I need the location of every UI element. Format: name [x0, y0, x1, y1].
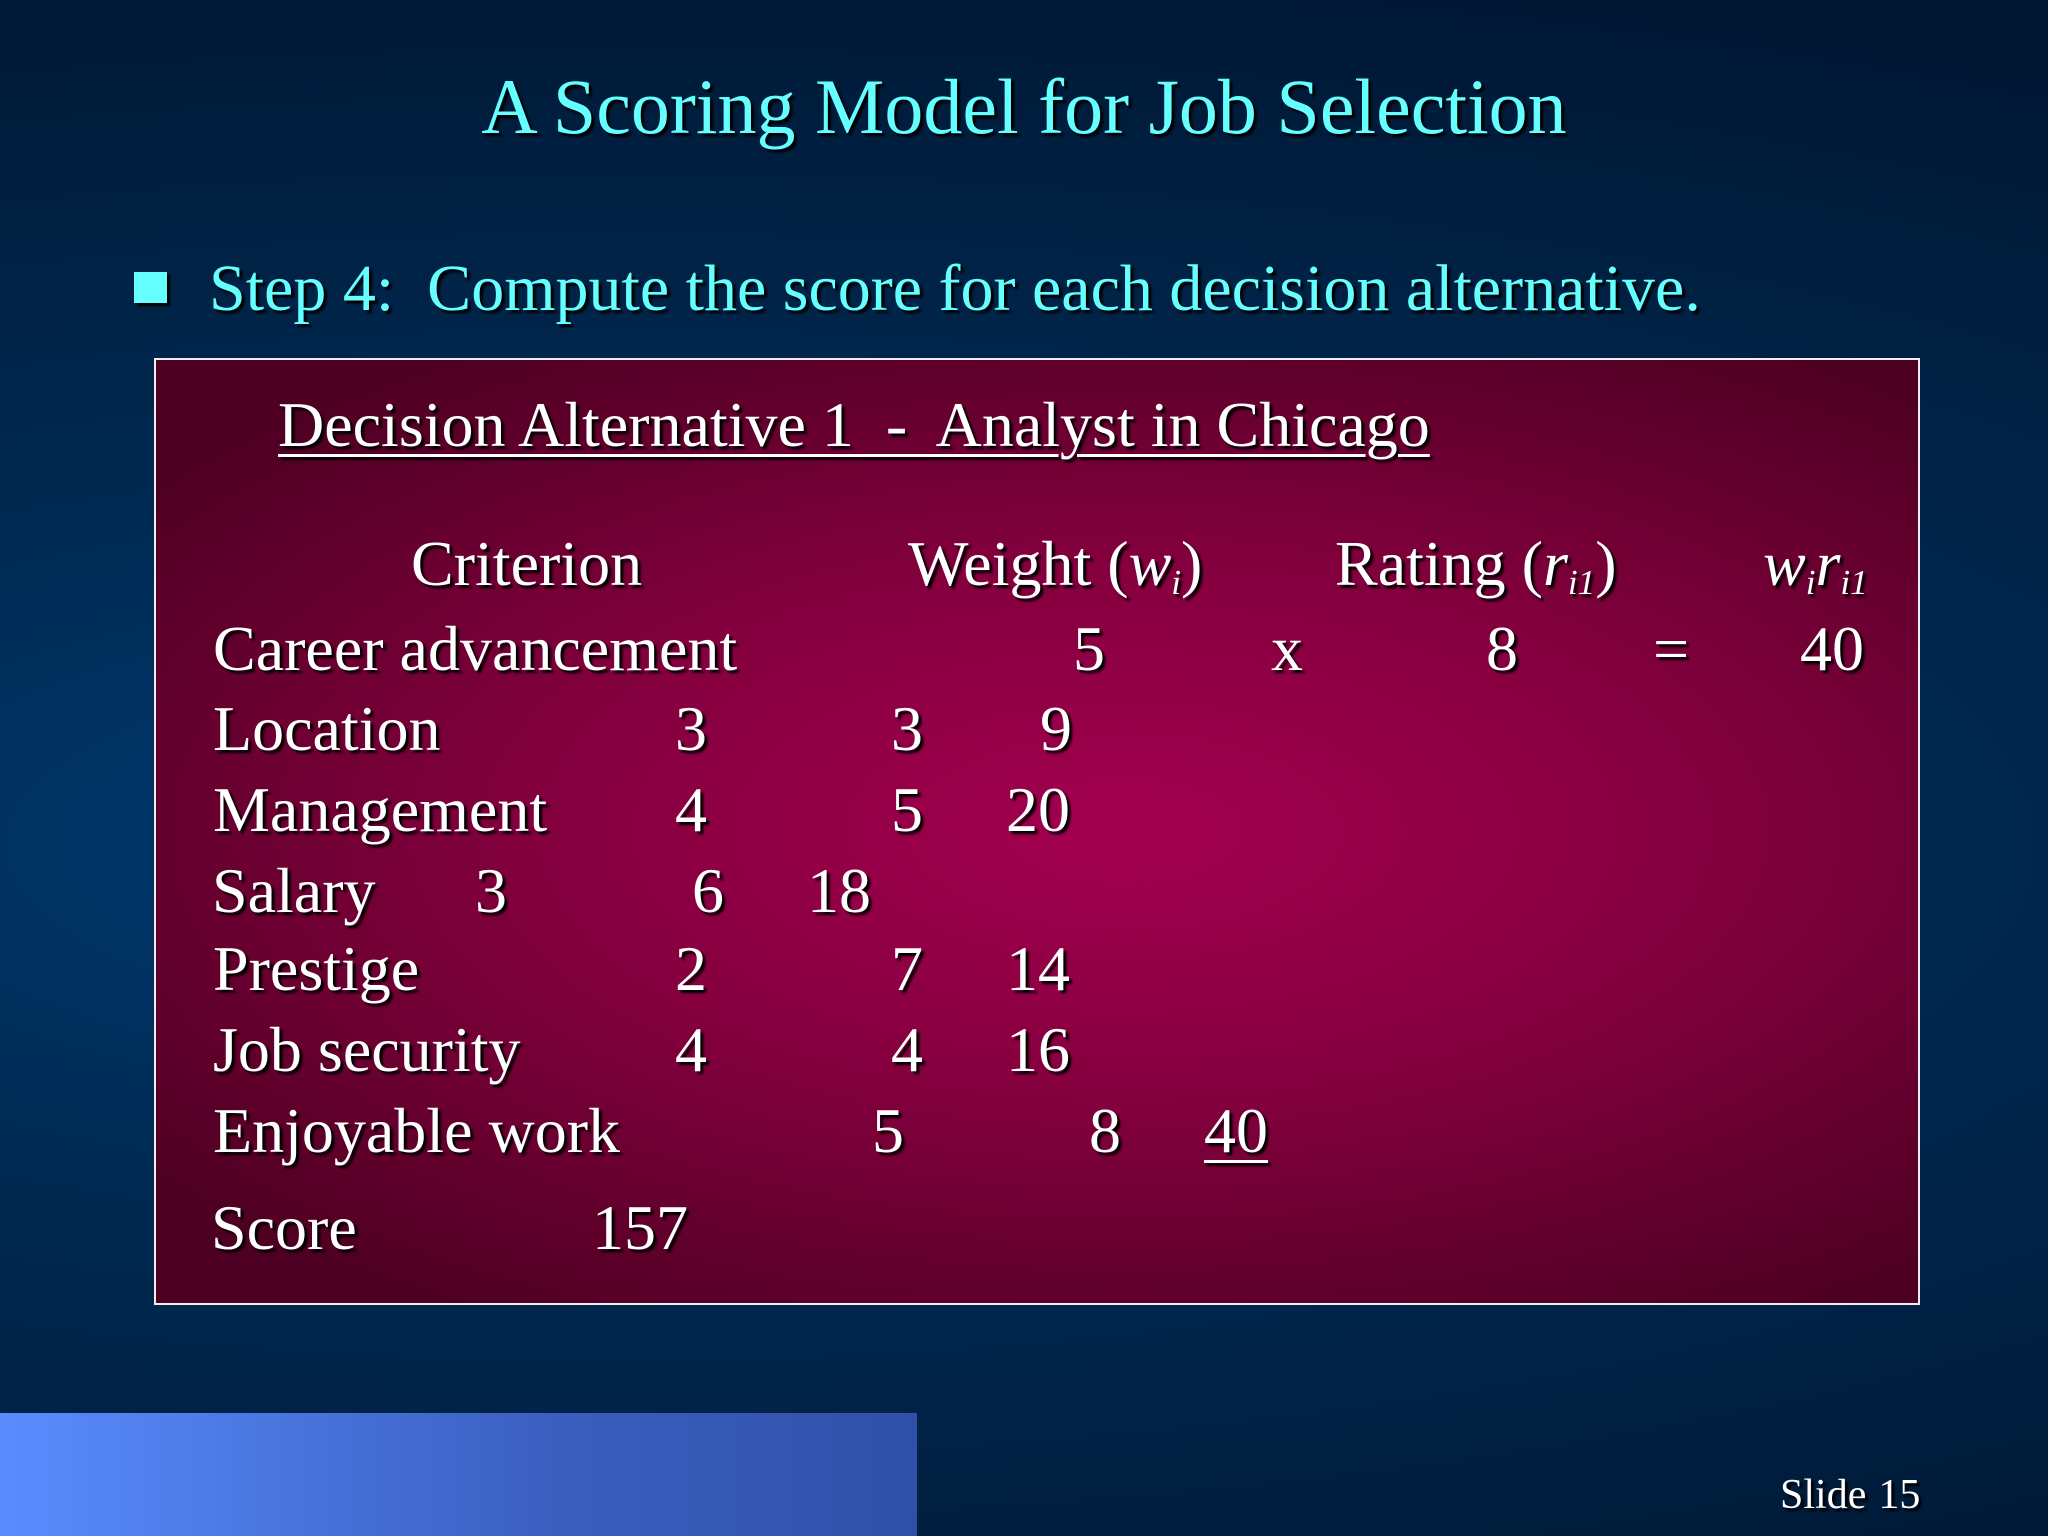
score-label: Score — [211, 1192, 357, 1263]
row-product: 20 — [1006, 774, 1070, 845]
score-value: 157 — [592, 1192, 688, 1263]
row-rating: 6 — [692, 855, 724, 926]
bullet-square-icon — [134, 272, 167, 303]
example-weight: 5 — [1073, 613, 1105, 684]
row-rating: 7 — [891, 933, 923, 1004]
row-weight: 5 — [872, 1095, 904, 1166]
row-product: 18 — [807, 855, 871, 926]
row-weight: 4 — [675, 774, 707, 845]
row-product: 9 — [1040, 693, 1072, 764]
example-times: x — [1271, 613, 1303, 684]
row-criterion: Enjoyable work — [213, 1095, 620, 1166]
bullet-text: Step 4: Compute the score for each decis… — [209, 252, 1701, 325]
example-equals: = — [1653, 613, 1690, 684]
slide-footer: Slide 15 — [1780, 1474, 1920, 1516]
footer-bar — [0, 1413, 917, 1536]
row-rating: 8 — [1089, 1095, 1121, 1166]
row-rating: 4 — [891, 1014, 923, 1085]
header-rating: Rating (ri1) — [1335, 528, 1617, 602]
row-product: 16 — [1006, 1014, 1070, 1085]
slide-title: A Scoring Model for Job Selection — [481, 63, 1567, 150]
row-criterion: Salary — [212, 855, 376, 926]
score-table-box — [154, 358, 1920, 1305]
example-product: 40 — [1800, 613, 1864, 684]
row-product: 14 — [1006, 933, 1070, 1004]
row-weight: 3 — [675, 693, 707, 764]
header-product: wiri1 — [1763, 528, 1868, 602]
header-weight: Weight (wi) — [908, 528, 1203, 602]
row-criterion: Management — [213, 774, 548, 845]
table-heading: Decision Alternative 1 - Analyst in Chic… — [278, 389, 1430, 460]
row-rating: 5 — [891, 774, 923, 845]
row-product: 40 — [1204, 1095, 1268, 1166]
row-weight: 2 — [675, 933, 707, 1004]
row-criterion: Job security — [213, 1014, 521, 1085]
row-weight: 3 — [475, 855, 507, 926]
slide-number: 15 — [1878, 1472, 1921, 1518]
row-criterion: Career advancement — [213, 613, 738, 684]
row-rating: 3 — [891, 693, 923, 764]
row-weight: 4 — [675, 1014, 707, 1085]
example-rating: 8 — [1486, 613, 1518, 684]
row-criterion: Prestige — [213, 933, 420, 1004]
slide-label: Slide — [1780, 1472, 1867, 1518]
row-criterion: Location — [213, 693, 441, 764]
header-criterion: Criterion — [411, 528, 643, 599]
